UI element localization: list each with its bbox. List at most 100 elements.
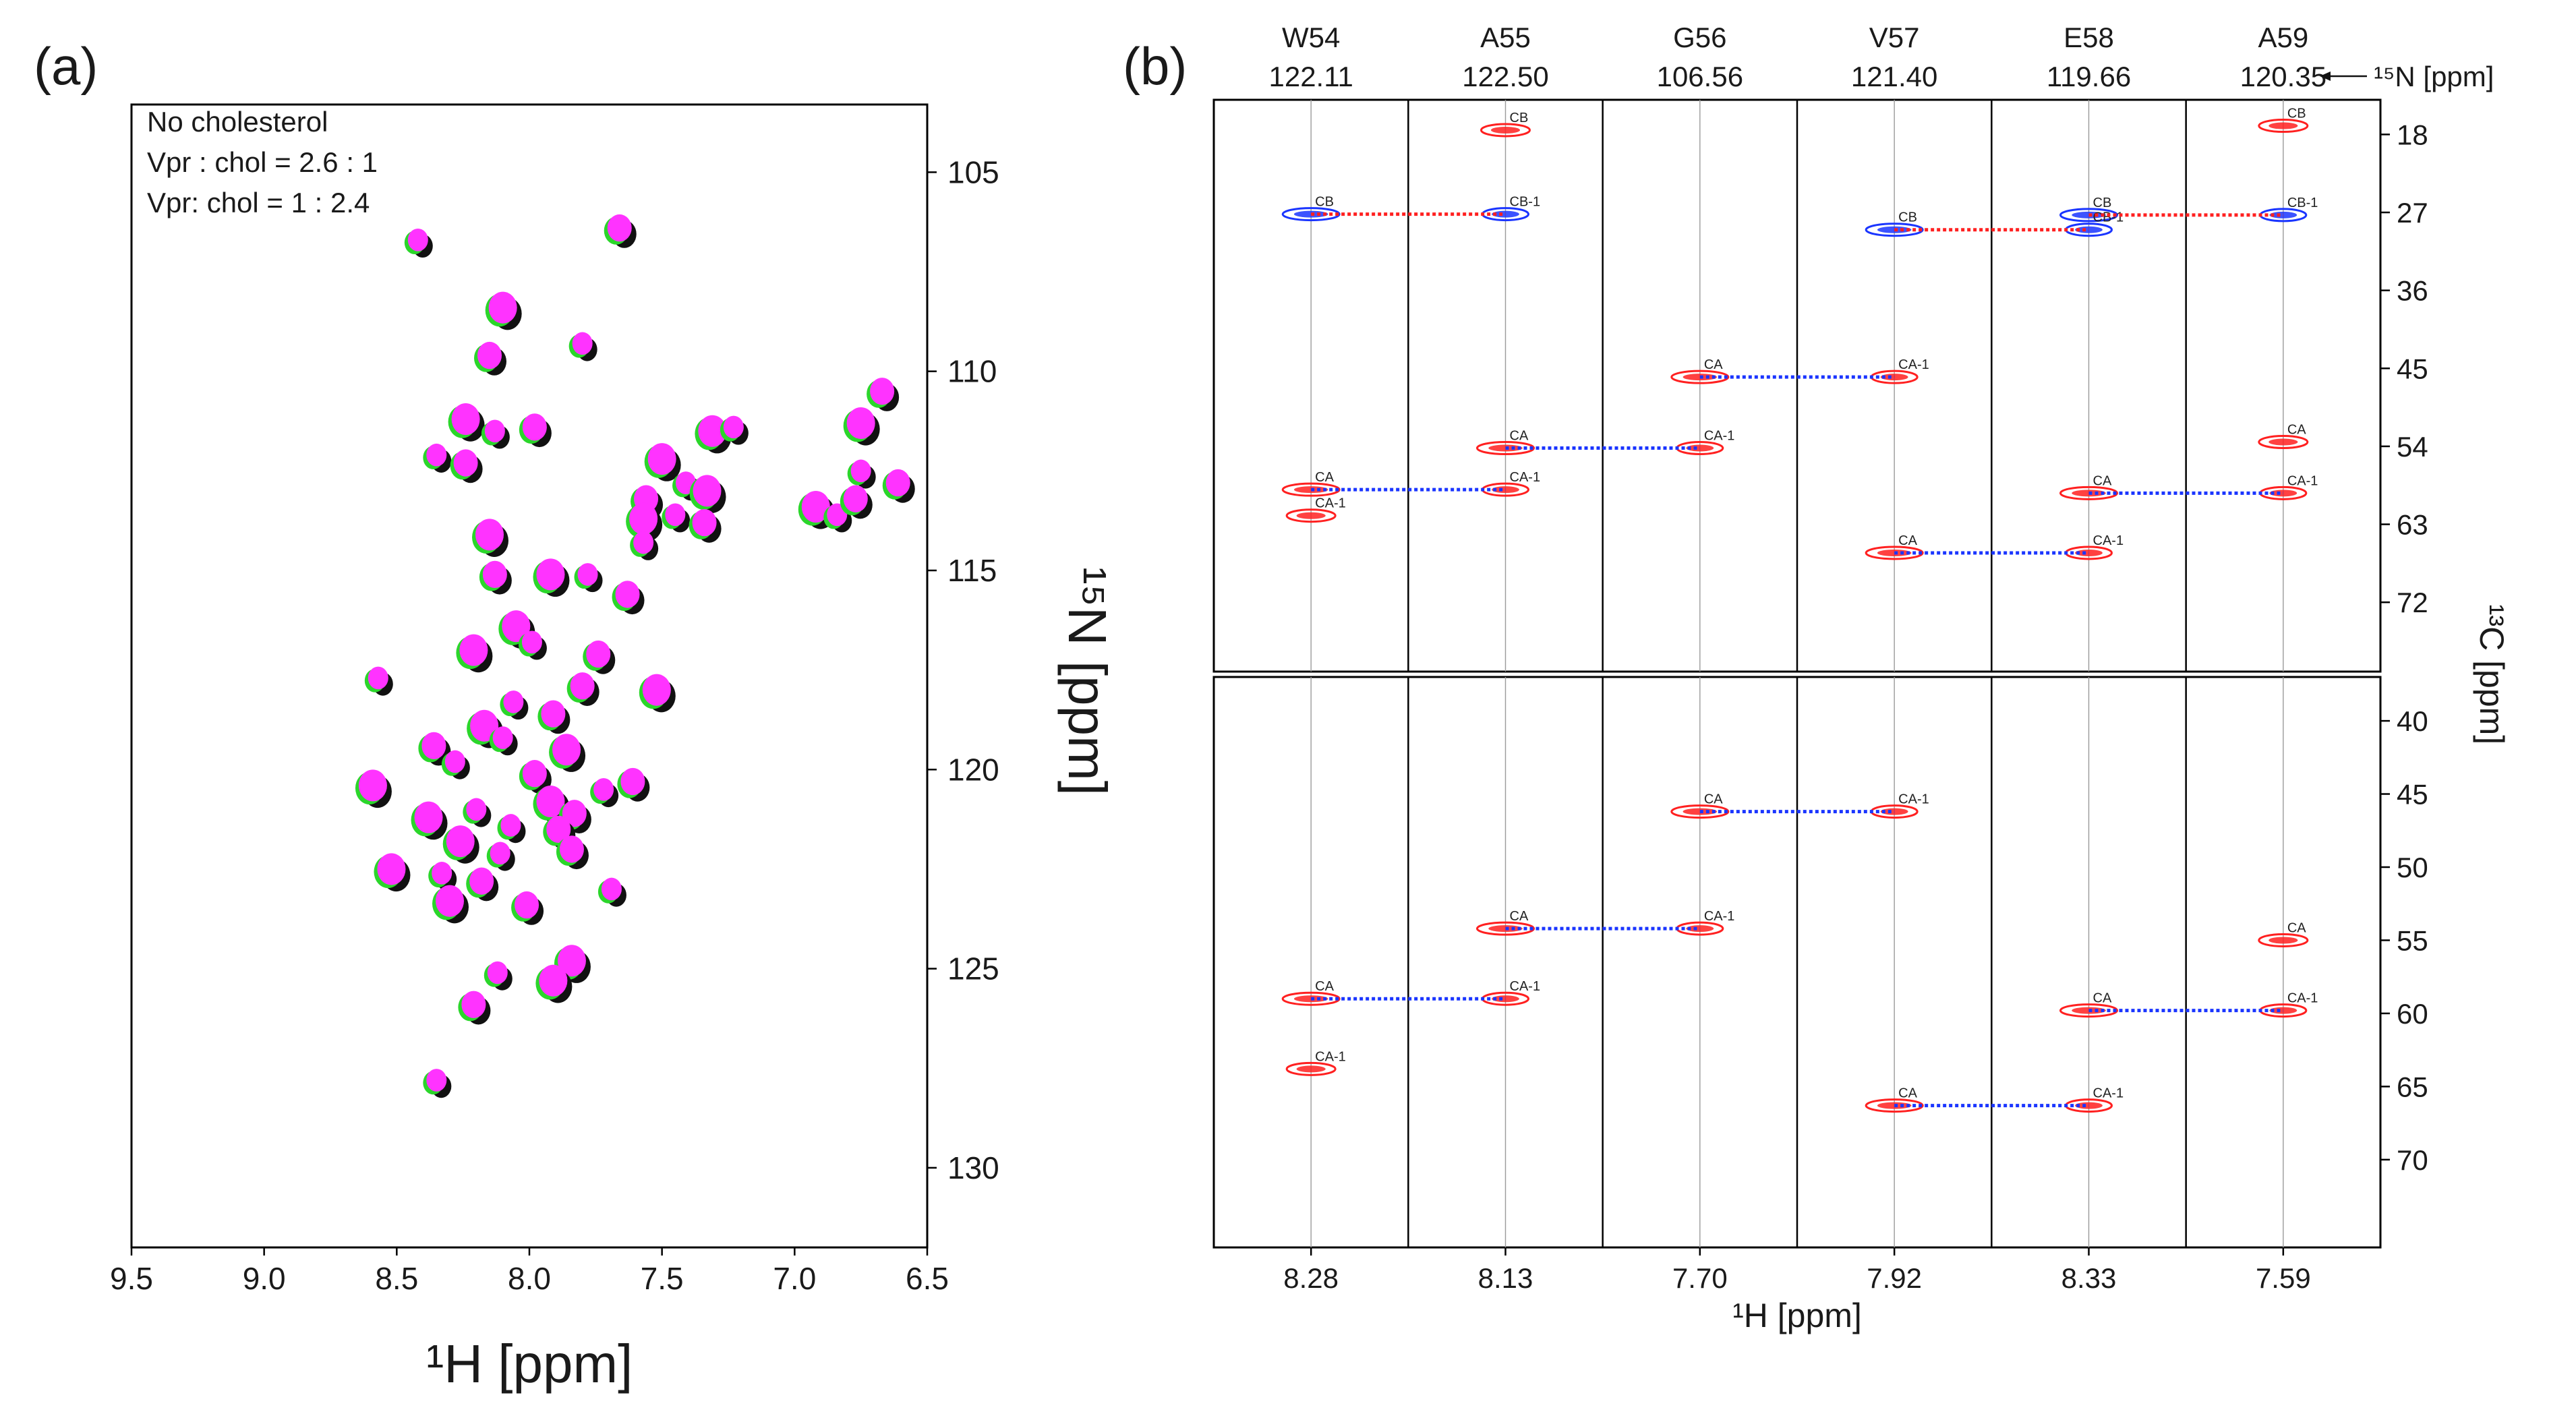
x-tick-label: 9.0: [243, 1261, 286, 1296]
panel-b-sequential-connections: CB CB-1CB CB-1CB CB-1CA CA-1CA CA-1CA CA-1 CA CA…: [1311, 107, 2318, 1108]
x-tick-label: 9.5: [110, 1261, 153, 1296]
peak: [612, 581, 645, 615]
panel-b-y-ticks: 18 27 36 45 54 63 72 40 45 50 55 60 65 70: [2380, 119, 2428, 1176]
strip-residue-label: E58: [2063, 22, 2114, 53]
peak-label: CA: [1704, 357, 1723, 372]
panel-b-strip-grid: [1310, 100, 2284, 1247]
strip-n15-label: 119.66: [2047, 61, 2131, 92]
strip-n15-label: 120.35: [2240, 61, 2326, 92]
contour-peak: [2258, 435, 2309, 450]
peak-label: CA: [1898, 1086, 1917, 1101]
strip-n15-label: 121.40: [1851, 61, 1937, 92]
y-tick-label: 45: [2397, 779, 2428, 810]
peak-label: CA: [1315, 470, 1334, 485]
peak-label: CB: [2287, 107, 2306, 121]
peak-label: CB: [1898, 210, 1917, 225]
y-tick-label: 40: [2397, 705, 2428, 737]
peak: [463, 798, 492, 827]
peak: [486, 842, 515, 871]
peak: [556, 835, 589, 870]
panel-a-peaks: [355, 214, 915, 1098]
y-tick-label: 63: [2397, 509, 2428, 541]
peak-label: CA-1: [1315, 1049, 1346, 1064]
peak-label: CA: [2287, 423, 2306, 438]
y-tick-label: 115: [947, 553, 997, 588]
panel-b-strip-headers: W54 122.11 A55 122.50 G56 106.56 V57 121.40 E58 1…: [1268, 22, 2326, 92]
panel-a-hsqc-overlay: 9.5 9.0 8.5 8.0 7.5 7.0 6.5 105 110 115 120 125 130…: [110, 103, 1117, 1394]
panel-b-strip-plot: CB CB-1CB CB-1CB CB-1CA CA-1CA CA-1CA CA-1 CA CA…: [1212, 22, 2511, 1334]
x-tick-label: 8.0: [508, 1261, 551, 1296]
x-tick-label: 7.0: [773, 1261, 816, 1296]
y-tick-label: 27: [2397, 197, 2428, 229]
contour-peak: [1480, 123, 1531, 138]
peak: [689, 475, 726, 514]
x-tick-label: 7.5: [641, 1261, 684, 1296]
peak: [481, 419, 510, 449]
peak: [847, 459, 876, 489]
peak: [374, 853, 411, 892]
panel-a-x-ticks: 9.5 9.0 8.5 8.0 7.5 7.0 6.5: [110, 1247, 949, 1296]
peak: [497, 814, 526, 844]
peak: [617, 767, 650, 802]
peak: [630, 531, 659, 560]
peak-label: CA-1: [2093, 533, 2124, 548]
peak: [590, 778, 619, 808]
peak: [574, 563, 603, 593]
panel-b-label: (b): [1123, 36, 1187, 96]
peak-label: CB-1: [2093, 210, 2124, 225]
peak: [355, 769, 392, 808]
peak: [720, 415, 749, 445]
peak: [533, 558, 570, 597]
contour-peak: [2258, 933, 2309, 947]
peak-label: CA: [1510, 909, 1529, 924]
y-tick-label: 36: [2397, 275, 2428, 307]
peak: [604, 214, 637, 248]
strip-h1-label: 8.33: [2061, 1262, 2117, 1294]
panel-a-plot-frame: [130, 103, 929, 1249]
y-tick-label: 18: [2397, 119, 2428, 150]
peak: [537, 700, 570, 734]
peak-label: CB: [1510, 111, 1529, 125]
peak-label: CA-1: [1898, 357, 1929, 372]
peak: [466, 867, 499, 902]
peak: [554, 945, 591, 983]
peak: [448, 403, 485, 442]
peak-label: CA-1: [2287, 473, 2318, 488]
peak: [597, 877, 626, 907]
strip-n15-label: 106.56: [1657, 61, 1743, 92]
legend-entry-vpr-chol-1-2-4: Vpr: chol = 1 : 2.4: [147, 187, 370, 218]
strip-h1-label: 8.13: [1478, 1262, 1533, 1294]
peak-label: CA-1: [1898, 792, 1929, 807]
peak-label: CA-1: [1510, 979, 1541, 994]
panel-b-x-label: ¹H [ppm]: [1732, 1297, 1862, 1334]
panel-a-y-label: ¹⁵N [ppm]: [1057, 566, 1117, 796]
peak-label: CB: [1315, 195, 1334, 210]
peak-label: CA: [1704, 792, 1723, 807]
peak: [411, 801, 448, 840]
y-tick-label: 125: [947, 951, 999, 986]
panel-a-x-label: ¹H [ppm]: [426, 1334, 633, 1394]
peak-label: CA: [2287, 920, 2306, 935]
peak: [450, 449, 483, 483]
peak: [428, 862, 457, 891]
peak-label: CA-1: [1315, 496, 1346, 511]
peak: [583, 640, 616, 674]
n15-axis-label: ¹⁵N [ppm]: [2374, 61, 2494, 92]
peak-label: CA: [1510, 429, 1529, 444]
peak: [662, 503, 691, 533]
peak-label: CA-1: [2287, 991, 2318, 1006]
panel-b-x-ticks: 8.28 8.13 7.70 7.92 8.33 7.59: [1283, 1247, 2311, 1294]
peak: [485, 291, 522, 330]
y-tick-label: 105: [947, 154, 999, 189]
n15-axis-arrowhead: [2320, 71, 2331, 81]
peak-label: CA: [2093, 473, 2112, 488]
peak: [568, 332, 597, 361]
y-tick-label: 130: [947, 1150, 999, 1185]
contour-peak: [1285, 1061, 1337, 1076]
peak: [423, 443, 452, 473]
contour-peak: [1285, 508, 1337, 523]
strip-residue-label: A59: [2258, 22, 2308, 53]
y-tick-label: 60: [2397, 998, 2428, 1030]
panel-b-y-label: ¹³C [ppm]: [2473, 604, 2511, 744]
y-tick-label: 120: [947, 752, 999, 787]
